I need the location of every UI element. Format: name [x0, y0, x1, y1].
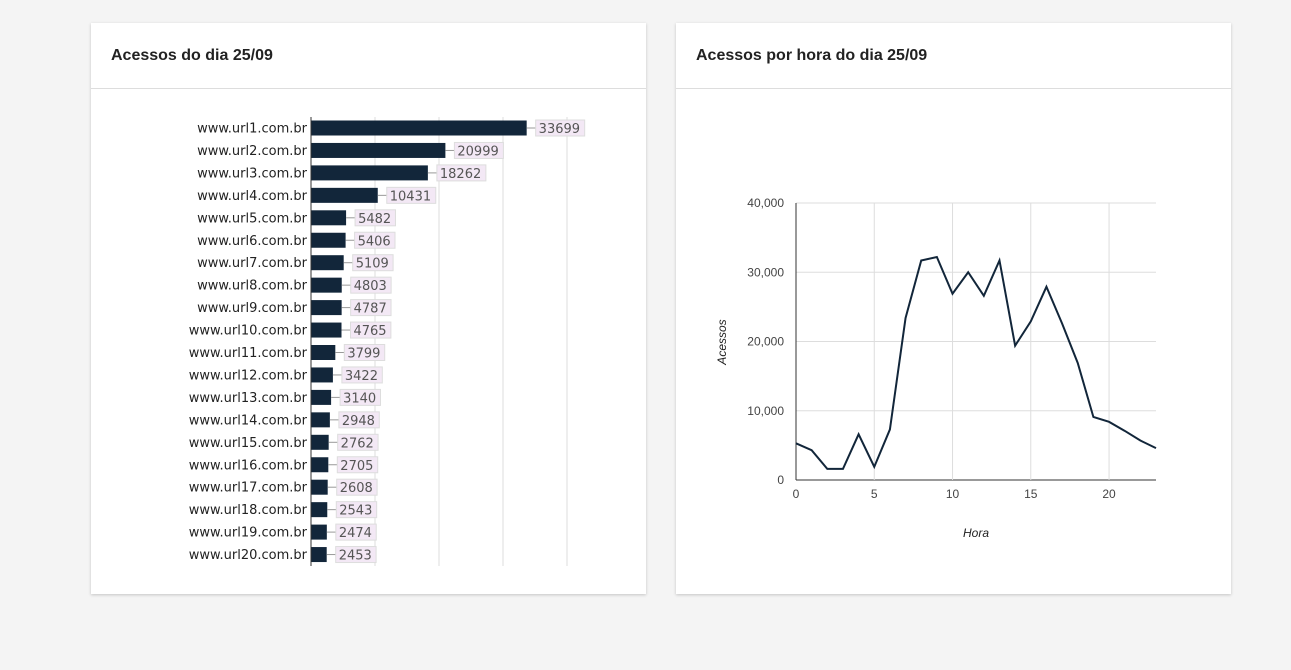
data-label-box	[354, 209, 396, 227]
bar	[311, 187, 378, 203]
data-label: 18262	[440, 167, 481, 182]
data-label-box	[335, 501, 378, 519]
data-label-box	[453, 141, 504, 159]
data-label: 2608	[340, 481, 373, 496]
data-label: 4787	[354, 302, 387, 317]
data-label: 4765	[353, 324, 386, 339]
bar-label: www.url1.com.br	[197, 122, 308, 137]
bar	[311, 434, 329, 450]
bar	[311, 210, 347, 226]
data-label: 2474	[339, 526, 372, 541]
bar	[311, 142, 446, 158]
bar-label: www.url18.com.br	[189, 503, 308, 518]
bar-label: www.url13.com.br	[189, 391, 308, 406]
bar-label: www.url19.com.br	[189, 526, 308, 541]
data-label-box	[339, 388, 381, 406]
bar	[311, 547, 327, 563]
bar	[311, 322, 342, 338]
bar	[311, 524, 327, 540]
data-label-box	[350, 299, 392, 317]
data-label-box	[338, 411, 380, 429]
line-chart-card: Acessos por hora do dia 25/09	[676, 23, 1231, 594]
bar	[311, 345, 336, 360]
data-label: 5109	[356, 257, 389, 272]
bar	[311, 232, 346, 248]
data-label-box	[535, 119, 586, 137]
data-label-box	[337, 433, 379, 451]
series-line	[795, 255, 1157, 470]
bar-label: www.url15.com.br	[189, 436, 308, 451]
data-label: 4803	[354, 279, 387, 294]
data-label: 20999	[457, 144, 498, 159]
data-label: 2705	[340, 459, 373, 474]
bar-label: www.url2.com.br	[197, 144, 308, 159]
bar-label: www.url7.com.br	[197, 256, 308, 271]
bar	[311, 367, 333, 383]
data-label-box	[352, 254, 394, 272]
y-tick-label: 30,000	[747, 265, 784, 279]
bar	[311, 300, 342, 316]
data-label-box	[349, 321, 392, 339]
bar-label: www.url11.com.br	[189, 346, 308, 361]
bar-label: www.url17.com.br	[189, 481, 308, 496]
data-label-box	[386, 186, 437, 204]
card-title: Acessos por hora do dia 25/09	[676, 23, 1231, 89]
bar	[311, 277, 342, 293]
x-tick-label: 5	[871, 487, 878, 501]
bar	[311, 120, 527, 136]
y-tick-label: 0	[777, 473, 784, 487]
data-label: 2543	[339, 504, 372, 519]
bar-label: www.url4.com.br	[197, 189, 308, 204]
data-label-box	[336, 456, 379, 474]
bar-label: www.url8.com.br	[197, 279, 308, 294]
bar-label: www.url20.com.br	[189, 548, 308, 563]
bar-label: www.url3.com.br	[197, 166, 308, 181]
data-label-box	[336, 478, 378, 496]
data-label: 2948	[342, 414, 375, 429]
card-title: Acessos do dia 25/09	[91, 23, 646, 89]
bar-label: www.url16.com.br	[189, 458, 308, 473]
data-label-box	[354, 231, 396, 249]
bar	[311, 502, 328, 518]
x-axis-title: Hora	[963, 526, 989, 540]
bar-label: www.url6.com.br	[197, 234, 308, 249]
bar	[311, 165, 428, 181]
data-label-box	[335, 523, 377, 541]
data-label-box	[335, 546, 377, 564]
bar-label: www.url5.com.br	[197, 211, 308, 226]
bar	[311, 457, 329, 473]
data-label: 3140	[343, 391, 376, 406]
bar-label: www.url10.com.br	[189, 324, 308, 339]
data-label-box	[341, 366, 383, 384]
data-label: 2453	[339, 549, 372, 564]
x-tick-label: 20	[1102, 487, 1116, 501]
x-tick-label: 10	[946, 487, 960, 501]
x-tick-label: 15	[1024, 487, 1038, 501]
data-label: 3422	[345, 369, 378, 384]
data-label-box	[343, 344, 386, 361]
bar-label: www.url12.com.br	[189, 368, 308, 383]
bar-label: www.url14.com.br	[189, 413, 308, 428]
y-tick-label: 10,000	[747, 404, 784, 418]
data-label-box	[436, 164, 487, 182]
bar	[311, 412, 330, 428]
bar	[311, 479, 328, 495]
data-label: 2762	[341, 436, 374, 451]
data-label: 10431	[390, 189, 431, 204]
data-label: 5482	[358, 212, 391, 227]
data-label: 5406	[358, 234, 391, 249]
y-axis-title: Acessos	[715, 319, 729, 365]
data-label: 33699	[539, 122, 580, 137]
y-tick-label: 40,000	[747, 196, 784, 210]
data-label: 3799	[347, 347, 380, 362]
bar	[311, 389, 332, 405]
bar	[311, 255, 344, 271]
y-tick-label: 20,000	[747, 335, 784, 349]
x-tick-label: 0	[793, 487, 800, 501]
data-label-box	[350, 276, 392, 294]
bar-label: www.url9.com.br	[197, 301, 308, 316]
